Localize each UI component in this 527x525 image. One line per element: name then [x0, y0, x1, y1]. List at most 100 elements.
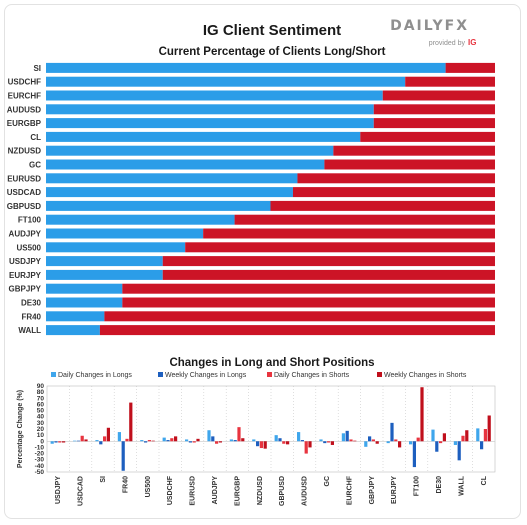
change-bar: [62, 441, 66, 443]
x-tick-label: EURCHF: [346, 475, 353, 505]
x-tick-label: SI: [100, 476, 107, 483]
change-bar: [487, 415, 491, 442]
sentiment-label: EURUSD: [7, 174, 41, 183]
change-bar: [147, 440, 151, 442]
legend-label: Weekly Changes in Shorts: [384, 372, 467, 379]
change-bar: [211, 436, 215, 442]
change-bar: [386, 441, 390, 444]
change-bar: [480, 441, 484, 450]
sentiment-label: US500: [17, 243, 42, 252]
change-bar: [368, 436, 372, 442]
change-bar: [394, 439, 398, 442]
change-bar: [263, 441, 267, 449]
long-bar: [46, 256, 163, 267]
x-tick-label: USDCAD: [78, 476, 85, 506]
y-tick-label: -50: [35, 469, 45, 476]
change-bar: [409, 441, 413, 445]
x-tick-label: GC: [324, 476, 331, 487]
sentiment-label: GC: [29, 161, 41, 170]
legend-swatch: [377, 372, 382, 377]
change-bar: [106, 427, 110, 442]
y-tick-label: 0: [40, 438, 44, 445]
x-tick-label: USDCHF: [167, 475, 174, 505]
change-bar: [412, 441, 416, 468]
change-bar: [237, 427, 241, 442]
short-bar: [270, 200, 495, 211]
short-bar: [122, 297, 495, 308]
short-bar: [234, 214, 495, 225]
long-bar: [46, 173, 298, 184]
legend-swatch: [267, 372, 272, 377]
x-tick-label: CL: [481, 475, 488, 485]
change-bar: [435, 441, 439, 452]
x-tick-label: US500: [145, 476, 152, 498]
change-bar: [274, 435, 278, 442]
short-bar: [373, 104, 495, 115]
x-tick-label: GBPJPY: [369, 476, 376, 505]
sentiment-label: GBPJPY: [9, 285, 42, 294]
change-bar: [371, 439, 375, 442]
short-bar: [445, 62, 495, 73]
sentiment-label: AUDJPY: [9, 230, 42, 239]
change-bar: [364, 441, 368, 447]
short-bar: [203, 228, 495, 239]
change-bar: [461, 435, 465, 442]
x-tick-label: AUDJPY: [212, 476, 219, 505]
change-bar: [50, 441, 54, 444]
change-bar: [390, 422, 394, 442]
x-tick-label: FR40: [122, 476, 129, 493]
y-tick-label: -30: [35, 457, 45, 464]
change-bar: [215, 441, 219, 444]
short-bar: [405, 76, 495, 87]
x-tick-label: EURUSD: [190, 476, 197, 506]
y-tick-label: 70: [37, 395, 45, 402]
change-bar: [76, 440, 80, 442]
change-bar: [229, 439, 233, 442]
change-bar: [483, 429, 487, 442]
sentiment-label: AUDUSD: [7, 105, 41, 114]
legend-label: Daily Changes in Longs: [58, 372, 132, 379]
short-bar: [292, 187, 495, 198]
change-bar: [345, 430, 349, 442]
change-bar: [341, 433, 345, 442]
change-bar: [192, 441, 196, 443]
change-bar: [439, 441, 443, 444]
change-bar: [327, 441, 331, 443]
sentiment-label: SI: [33, 64, 41, 73]
short-bar: [382, 90, 495, 101]
change-bar: [319, 439, 323, 442]
legend-label: Weekly Changes in Longs: [165, 372, 247, 379]
change-bar: [188, 441, 192, 443]
y-tick-label: -10: [35, 444, 45, 451]
change-bar: [73, 440, 77, 442]
change-bar: [308, 441, 312, 448]
legend-swatch: [51, 372, 56, 377]
change-bar: [162, 437, 166, 442]
short-bar: [297, 173, 495, 184]
y-tick-label: 80: [37, 389, 45, 396]
sentiment-label: WALL: [18, 326, 41, 335]
long-bar: [46, 90, 383, 101]
change-bar: [453, 441, 457, 445]
change-bar: [259, 441, 263, 449]
long-bar: [46, 214, 235, 225]
change-bar: [416, 437, 420, 442]
x-tick-label: GBPUSD: [279, 476, 286, 506]
short-bar: [333, 145, 495, 156]
change-bar: [121, 441, 125, 471]
change-bar: [442, 433, 446, 442]
y-tick-label: 50: [37, 408, 45, 415]
change-bar: [170, 438, 174, 442]
change-bar: [166, 440, 170, 442]
change-bar: [278, 438, 282, 442]
change-bar: [304, 441, 308, 454]
short-bar: [360, 131, 495, 142]
changes-legend: Daily Changes in Longs Weekly Changes in …: [51, 372, 467, 379]
sentiment-label: USDCAD: [7, 188, 41, 197]
change-bar: [420, 387, 424, 442]
change-bar: [256, 441, 260, 447]
change-bar: [241, 438, 245, 442]
change-bar: [54, 441, 58, 443]
long-bar: [46, 131, 361, 142]
